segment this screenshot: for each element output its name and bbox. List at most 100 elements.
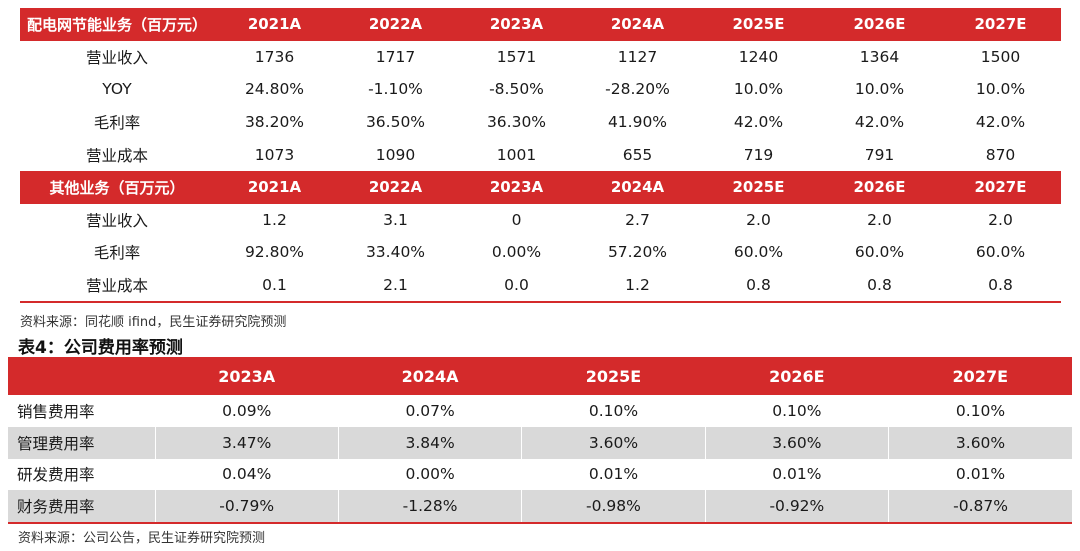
table-cell: 0.10% (705, 395, 890, 427)
table-row: 管理费用率 3.47% 3.84% 3.60% 3.60% 3.60% (8, 426, 1072, 459)
table-cell: 1571 (496, 47, 537, 66)
header-cell: 2025E (698, 170, 819, 204)
header-cell: 2026E (705, 357, 889, 395)
header-cell: 2021A (214, 170, 335, 204)
table-row: 财务费用率 -0.79% -1.28% -0.98% -0.92% -0.87% (8, 490, 1072, 525)
table-cell: 1364 (859, 47, 900, 66)
table-cell: -0.87% (888, 490, 1072, 525)
row-label: 毛利率 (93, 244, 141, 263)
table-cell: 1.2 (577, 268, 698, 304)
table-cell: 719 (743, 145, 774, 164)
table-cell: -0.98% (521, 490, 706, 525)
table-cell: 3.60% (888, 426, 1072, 459)
row-label: 财务费用率 (8, 490, 156, 525)
table-cell: -28.20% (605, 80, 670, 99)
table-cell: 2.0 (988, 210, 1013, 229)
header-cell: 2027E (940, 170, 1061, 204)
row-label: 营业成本 (20, 268, 214, 304)
header-cell: 2027E (940, 8, 1061, 41)
table-cell: 57.20% (607, 243, 668, 262)
table-cell: 2.0 (867, 210, 892, 229)
table-cell: 0.00% (491, 243, 542, 262)
table-cell: 3.60% (705, 426, 890, 459)
table-cell: 0.10% (521, 395, 706, 427)
table-row: 营业成本 0.1 2.1 0.0 1.2 0.8 0.8 0.8 (20, 268, 1061, 304)
table-cell: 60.0% (854, 243, 905, 262)
row-label: 研发费用率 (8, 458, 156, 491)
header-cell: 2026E (819, 170, 940, 204)
table-cell: 0.01% (705, 458, 890, 491)
table-cell: 60.0% (975, 243, 1026, 262)
header-cell: 2021A (214, 8, 335, 41)
header-cell: 2022A (335, 170, 456, 204)
table-cell: 1240 (738, 47, 779, 66)
table-cell: 3.1 (383, 210, 408, 229)
table-cell: 10.0% (854, 80, 905, 99)
section2-title: 其他业务（百万元） (20, 170, 214, 204)
section1-title: 配电网节能业务（百万元） (20, 8, 214, 41)
table-cell: 870 (985, 145, 1016, 164)
table-cell: 0.0 (456, 268, 577, 304)
header-cell: 2023A (456, 8, 577, 41)
table-cell: 24.80% (244, 80, 305, 99)
table-cell: 0.09% (155, 395, 339, 427)
table-cell: -0.79% (155, 490, 339, 525)
row-label: 毛利率 (93, 114, 141, 133)
table-row: 销售费用率 0.09% 0.07% 0.10% 0.10% 0.10% (8, 395, 1072, 427)
table-cell: 3.47% (155, 426, 339, 459)
expense-ratio-table: 2023A 2024A 2025E 2026E 2027E 销售费用率 0.09… (8, 357, 1072, 525)
table-cell: 36.30% (486, 113, 547, 132)
header-cell-empty (8, 357, 155, 395)
table-cell: 10.0% (975, 80, 1026, 99)
table-cell: 0.8 (940, 268, 1061, 304)
table-cell: 0.01% (955, 465, 1006, 484)
table-cell: 1090 (375, 145, 416, 164)
table-row: 营业收入 1736 1717 1571 1127 1240 1364 1500 (20, 41, 1061, 74)
table-cell: 33.40% (365, 243, 426, 262)
table-cell: 41.90% (607, 113, 668, 132)
table-row: 营业收入 1.2 3.1 0 2.7 2.0 2.0 2.0 (20, 204, 1061, 237)
section1-header-row: 配电网节能业务（百万元） 2021A 2022A 2023A 2024A 202… (20, 8, 1061, 41)
table-cell: 2.1 (335, 268, 456, 304)
table1-source-note: 资料来源：同花顺 ifind，民生证券研究院预测 (20, 315, 287, 330)
header-cell: 2027E (888, 357, 1072, 395)
table-cell: 0.07% (338, 395, 523, 427)
table-cell: 1001 (496, 145, 537, 164)
table2-title: 表4：公司费用率预测 (18, 338, 183, 358)
table-cell: 655 (622, 145, 653, 164)
header-cell: 2025E (521, 357, 706, 395)
row-label: 销售费用率 (8, 395, 156, 427)
table-cell: 10.0% (733, 80, 784, 99)
table-cell: 1073 (254, 145, 295, 164)
table-cell: 36.50% (365, 113, 426, 132)
table-cell: 42.0% (733, 113, 784, 132)
header-cell: 2023A (456, 170, 577, 204)
table-cell: -8.50% (489, 80, 544, 99)
header-cell: 2024A (338, 357, 522, 395)
table-row: 毛利率 38.20% 36.50% 36.30% 41.90% 42.0% 42… (20, 106, 1061, 139)
table2-source-note: 资料来源：公司公告，民生证券研究院预测 (18, 531, 266, 546)
table-cell: 791 (864, 145, 895, 164)
table-cell: 0.8 (698, 268, 819, 304)
table-cell: 0.00% (338, 458, 523, 491)
header-cell: 2025E (698, 8, 819, 41)
header-cell: 2024A (577, 8, 698, 41)
row-label: YOY (102, 80, 132, 99)
table-row: 营业成本 1073 1090 1001 655 719 791 870 (20, 138, 1061, 171)
table-cell: 1736 (254, 47, 295, 66)
header-cell: 2024A (577, 170, 698, 204)
table-cell: 1127 (617, 47, 658, 66)
table-cell: 38.20% (244, 113, 305, 132)
header-cell: 2023A (155, 357, 339, 395)
header-cell: 2022A (335, 8, 456, 41)
table-cell: 60.0% (733, 243, 784, 262)
table-cell: 0.1 (214, 268, 335, 304)
table-cell: 42.0% (975, 113, 1026, 132)
table-cell: 0.04% (155, 458, 339, 491)
header-cell: 2026E (819, 8, 940, 41)
table-cell: 0.01% (521, 458, 706, 491)
row-label: 营业收入 (85, 48, 148, 67)
table-cell: 0.10% (955, 401, 1006, 420)
table-cell: 1500 (980, 47, 1021, 66)
table-cell: 0 (511, 210, 522, 229)
